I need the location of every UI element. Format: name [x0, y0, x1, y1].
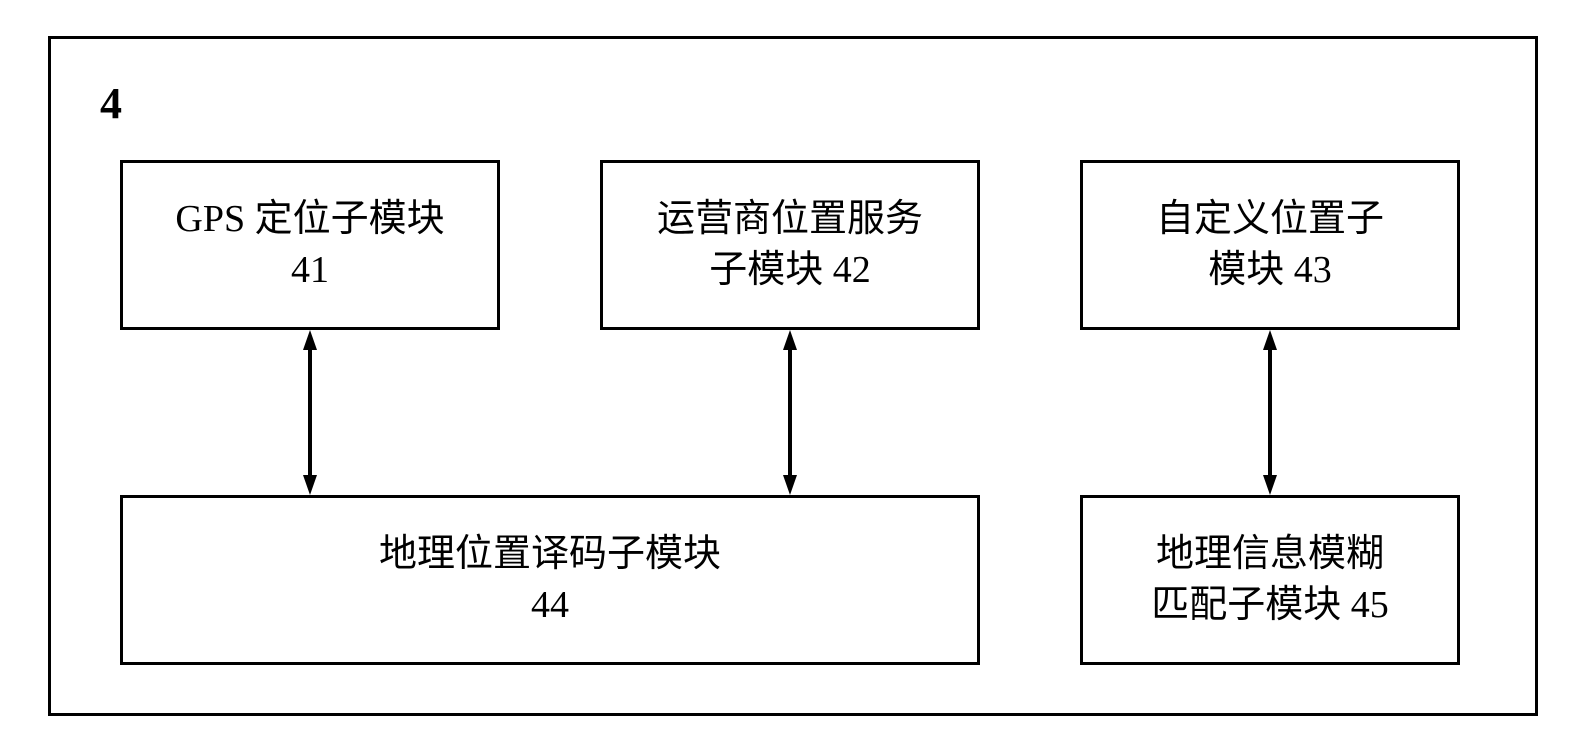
- box-label: 地理信息模糊匹配子模块 45: [1151, 529, 1389, 632]
- box-geo-decode-submodule-44: 地理位置译码子模块44: [120, 495, 980, 665]
- box-label: 自定义位置子模块 43: [1156, 194, 1384, 297]
- outer-label: 4: [100, 78, 122, 129]
- box-label: 运营商位置服务子模块 42: [657, 194, 923, 297]
- box-custom-position-submodule-43: 自定义位置子模块 43: [1080, 160, 1460, 330]
- box-label: 地理位置译码子模块44: [379, 529, 721, 632]
- box-gps-submodule-41: GPS 定位子模块41: [120, 160, 500, 330]
- box-carrier-lbs-submodule-42: 运营商位置服务子模块 42: [600, 160, 980, 330]
- box-label: GPS 定位子模块41: [175, 194, 444, 297]
- box-geo-fuzzy-match-submodule-45: 地理信息模糊匹配子模块 45: [1080, 495, 1460, 665]
